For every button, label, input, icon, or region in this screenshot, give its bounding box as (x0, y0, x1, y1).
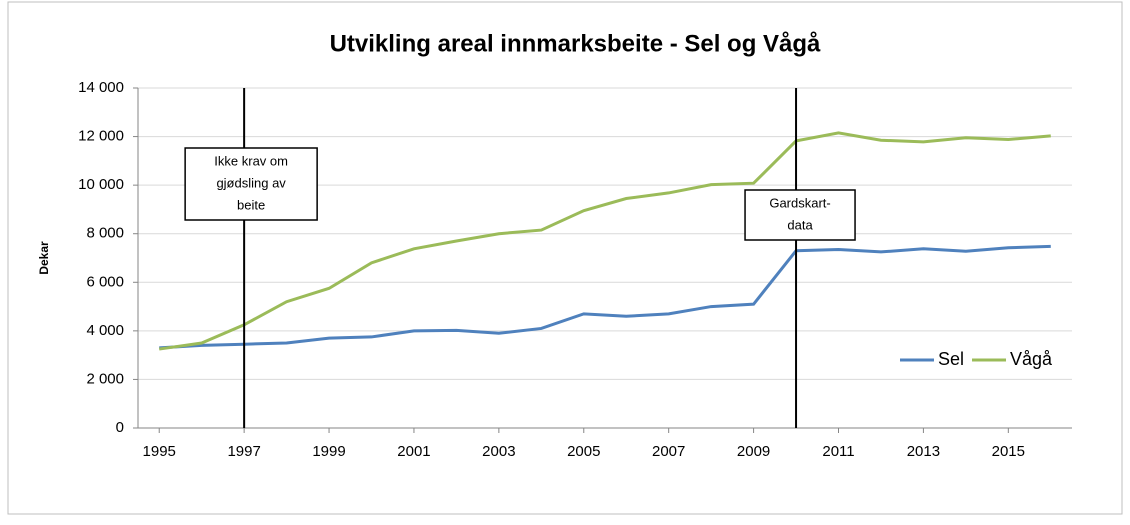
x-tick-label: 2013 (907, 443, 940, 460)
y-tick-label: 0 (116, 419, 124, 436)
line-series (159, 244, 1051, 350)
x-tick-label: 2003 (482, 443, 515, 460)
x-tick-label: 2015 (992, 443, 1025, 460)
annotation-box (744, 189, 856, 241)
x-tick-label: 2007 (652, 443, 685, 460)
x-tick-label: 2005 (567, 443, 600, 460)
legend-label: Sel (938, 349, 964, 369)
y-axis-label: Dekar (37, 241, 51, 275)
annotation-text: gjødsling av (216, 175, 286, 190)
chart-title: Utvikling areal innmarksbeite - Sel og V… (330, 30, 821, 57)
y-tick-label: 12 000 (78, 128, 124, 145)
annotation-text: Ikke krav om (214, 153, 288, 168)
x-tick-label: 1999 (312, 443, 345, 460)
y-tick-label: 14 000 (78, 79, 124, 96)
line-series (159, 131, 1051, 351)
x-tick-label: 1995 (143, 443, 176, 460)
annotation-text: data (787, 217, 813, 232)
y-tick-label: 8 000 (86, 225, 124, 242)
chart-border (7, 1, 1123, 515)
legend-label: Vågå (1010, 349, 1053, 369)
y-tick-label: 4 000 (86, 322, 124, 339)
x-tick-label: 2009 (737, 443, 770, 460)
annotation-text: Gardskart- (769, 195, 830, 210)
y-tick-label: 6 000 (86, 273, 124, 290)
x-tick-label: 1997 (227, 443, 260, 460)
annotation-text: beite (237, 197, 265, 212)
y-tick-label: 10 000 (78, 176, 124, 193)
y-tick-label: 2 000 (86, 370, 124, 387)
annotation-box (184, 147, 318, 221)
x-tick-label: 2001 (397, 443, 430, 460)
x-tick-label: 2011 (822, 443, 854, 460)
